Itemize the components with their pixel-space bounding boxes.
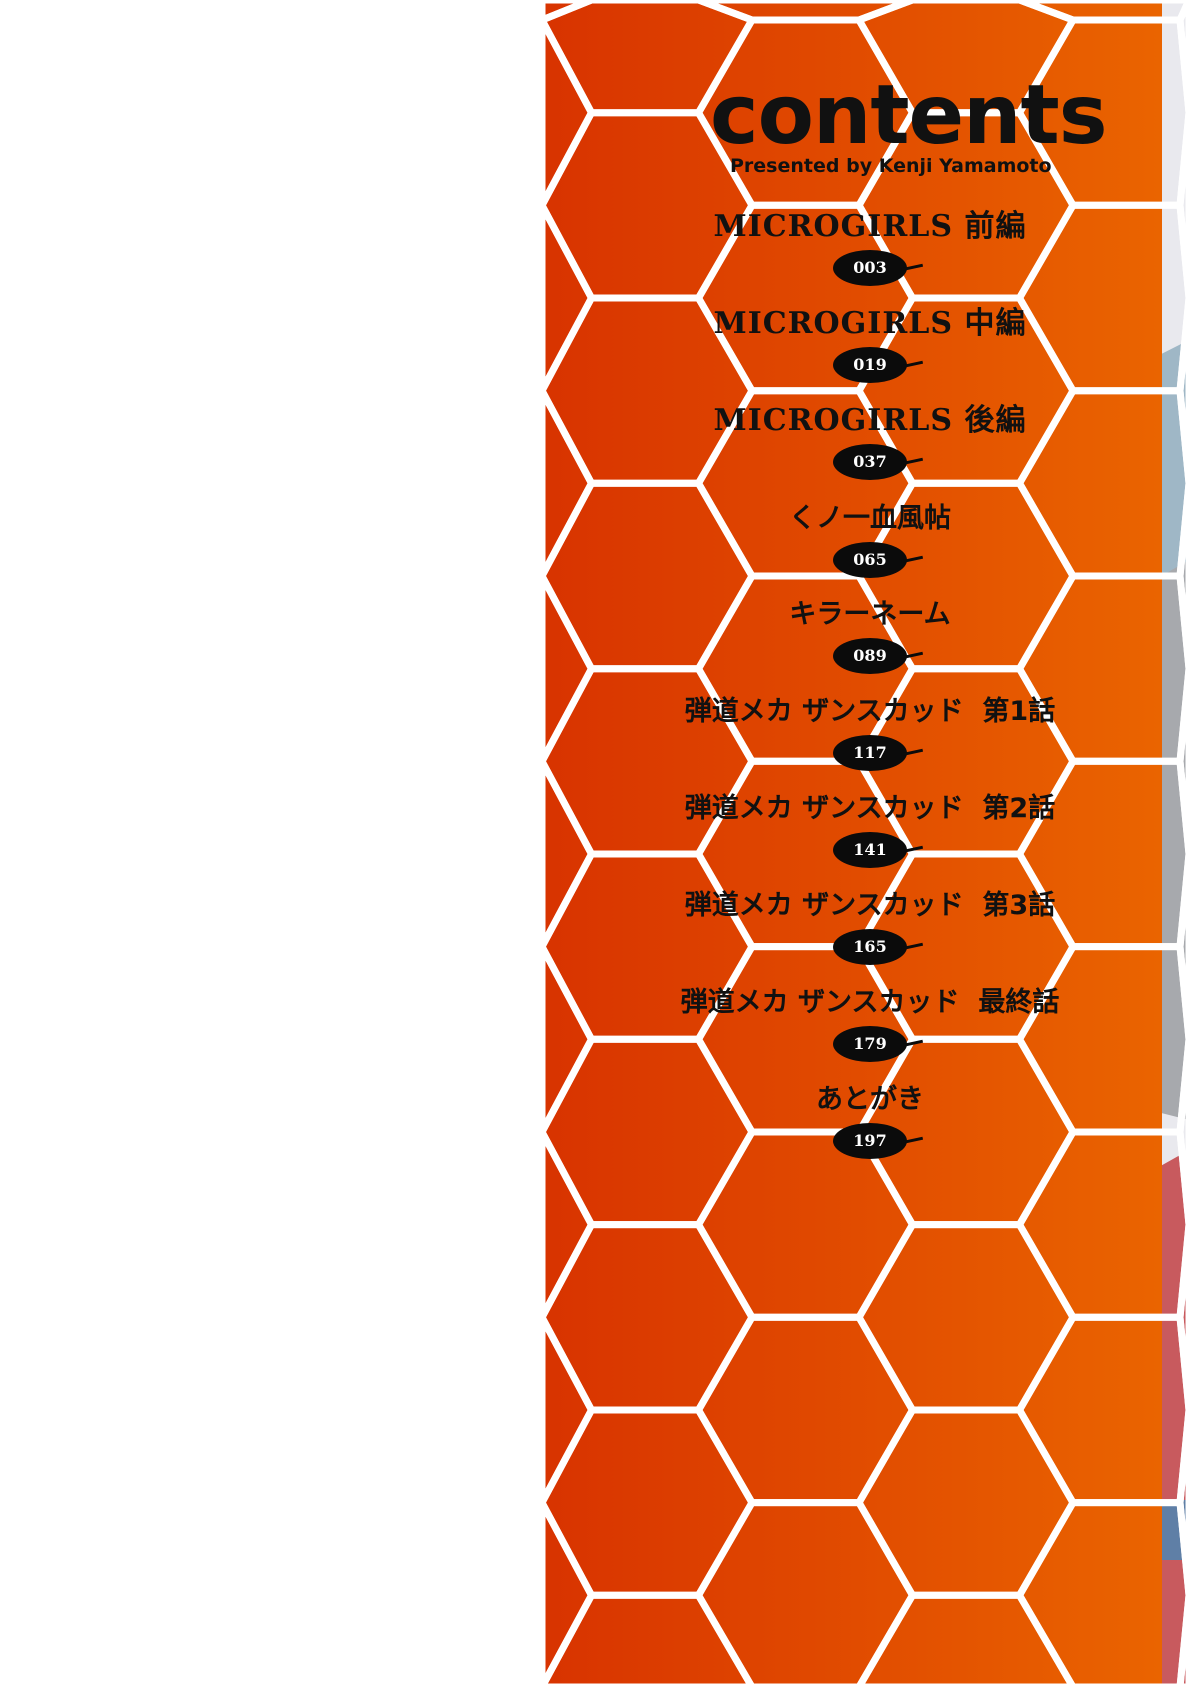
page-number-splat-badge: 037 bbox=[833, 444, 907, 480]
page-number-splat-badge: 141 bbox=[833, 832, 907, 868]
hexagon-outline bbox=[1176, 112, 1189, 299]
toc-entry: 弾道メカ ザンスカッド 第1話 117 bbox=[620, 695, 1120, 771]
hexagon-outline bbox=[1176, 1409, 1189, 1596]
toc-entry: MICROGIRLS 後編 037 bbox=[620, 404, 1120, 480]
hexagon-outline bbox=[1176, 668, 1189, 855]
page-number-splat-badge: 089 bbox=[833, 638, 907, 674]
page-number-splat-badge: 179 bbox=[833, 1026, 907, 1062]
entry-title: キラーネーム bbox=[789, 599, 951, 630]
toc-entry: 弾道メカ ザンスカッド 第2話 141 bbox=[620, 792, 1120, 868]
entry-title: 弾道メカ ザンスカッド 第3話 bbox=[684, 890, 1056, 921]
entry-title: MICROGIRLS 中編 bbox=[713, 306, 1027, 341]
entry-title: MICROGIRLS 後編 bbox=[713, 403, 1027, 438]
contents-title: contents bbox=[710, 68, 1108, 163]
hexagon-outline bbox=[1176, 853, 1189, 1040]
toc-entry: 弾道メカ ザンスカッド 第3話 165 bbox=[620, 889, 1120, 965]
page-number-splat-badge: 065 bbox=[833, 542, 907, 578]
blank-left-page bbox=[0, 0, 542, 1687]
hexagon-outline bbox=[1176, 1594, 1189, 1687]
hexagon-outline bbox=[1176, 482, 1189, 670]
toc-entry: あとがき 197 bbox=[620, 1083, 1120, 1159]
page-number-splat-badge: 197 bbox=[833, 1123, 907, 1159]
page-number-splat-badge: 019 bbox=[833, 347, 907, 383]
entry-title: 弾道メカ ザンスカッド 最終話 bbox=[680, 987, 1060, 1018]
toc-entry: MICROGIRLS 前編 003 bbox=[620, 210, 1120, 286]
toc-entry: くノ一血風帖 065 bbox=[620, 502, 1120, 578]
toc-entry: MICROGIRLS 中編 019 bbox=[620, 307, 1120, 383]
page-number-splat-badge: 165 bbox=[833, 929, 907, 965]
contents-subtitle: Presented by Kenji Yamamoto bbox=[730, 155, 1052, 177]
hexagon-outline bbox=[1176, 1224, 1189, 1411]
entry-title: あとがき bbox=[816, 1084, 924, 1115]
page-number-splat-badge: 003 bbox=[833, 250, 907, 286]
page-number-splat-badge: 117 bbox=[833, 735, 907, 771]
toc-entry: 弾道メカ ザンスカッド 最終話 179 bbox=[620, 986, 1120, 1062]
hexagon-outline bbox=[1176, 0, 1189, 114]
hexagon-outline bbox=[1176, 1038, 1189, 1225]
entry-title: MICROGIRLS 前編 bbox=[713, 209, 1027, 244]
entry-title: 弾道メカ ザンスカッド 第2話 bbox=[684, 793, 1056, 824]
entry-title: くノ一血風帖 bbox=[789, 503, 951, 534]
hexagon-outline bbox=[1176, 297, 1189, 484]
toc-entry: キラーネーム 089 bbox=[620, 598, 1120, 674]
entry-title: 弾道メカ ザンスカッド 第1話 bbox=[684, 696, 1056, 727]
